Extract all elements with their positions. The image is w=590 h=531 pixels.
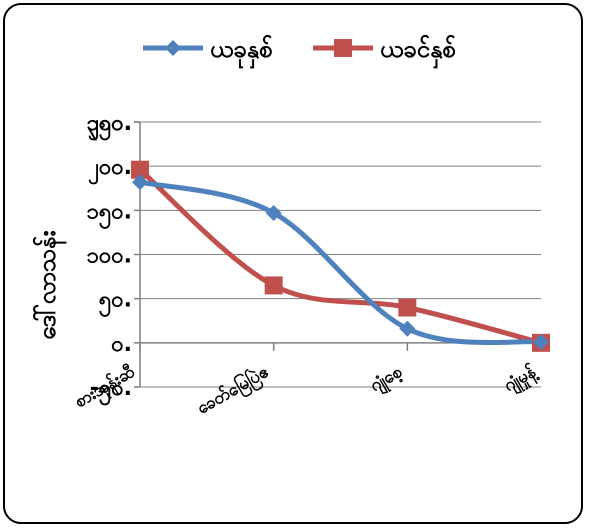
- y-tick-labels: -၅၀.၀.၅၀.၁၀၀.၁၅၀.၂၀၀.၂၅၀.၃၀၀.: [87, 111, 132, 406]
- y-tick-label: ၀.: [111, 332, 132, 357]
- x-tick-labels: စားအုန်းဆီ ခေတ်မြေပြဲဧ ဂျုံစေ့ ဂျုံမှုန့်: [71, 359, 543, 422]
- series-markers: [131, 160, 550, 352]
- data-point-0: [399, 320, 416, 337]
- legend-marker: [165, 40, 181, 56]
- data-point-1: [264, 276, 283, 295]
- x-tick-label: ဂျုံမှုန့်: [500, 360, 543, 399]
- legend-label: ယခုနှစ်: [210, 34, 273, 69]
- legend-label: ယခင်နှစ်: [380, 34, 456, 69]
- x-tick-label: ဂျုံစေ့: [367, 362, 409, 400]
- chart-frame: [3, 3, 583, 524]
- legend: ယခုနှစ် ယခင်နှစ်: [143, 34, 456, 69]
- y-tick-label: ၃၀၀.: [87, 111, 132, 141]
- series-lines: [137, 167, 544, 346]
- series-line-0: [137, 179, 544, 346]
- data-point-0: [533, 333, 549, 350]
- x-tick-label: ခေတ်မြေပြဲဧ: [192, 359, 274, 422]
- legend-marker: [334, 39, 352, 57]
- y-tick-label: ၁၅၀.: [87, 199, 132, 229]
- data-point-1: [131, 160, 149, 179]
- series-line-1: [137, 167, 544, 346]
- data-point-0: [265, 204, 282, 221]
- y-tick-label: ၂၀၀.: [88, 155, 132, 185]
- y-axis-label: ဒေါ်လာသန်း: [32, 230, 67, 340]
- data-point-0: [132, 174, 148, 191]
- data-point-1: [398, 298, 417, 317]
- y-tick-label: ၁၀၀.: [87, 244, 132, 269]
- gridlines: [140, 121, 541, 388]
- y-tick-label: ၅၀.: [99, 288, 132, 318]
